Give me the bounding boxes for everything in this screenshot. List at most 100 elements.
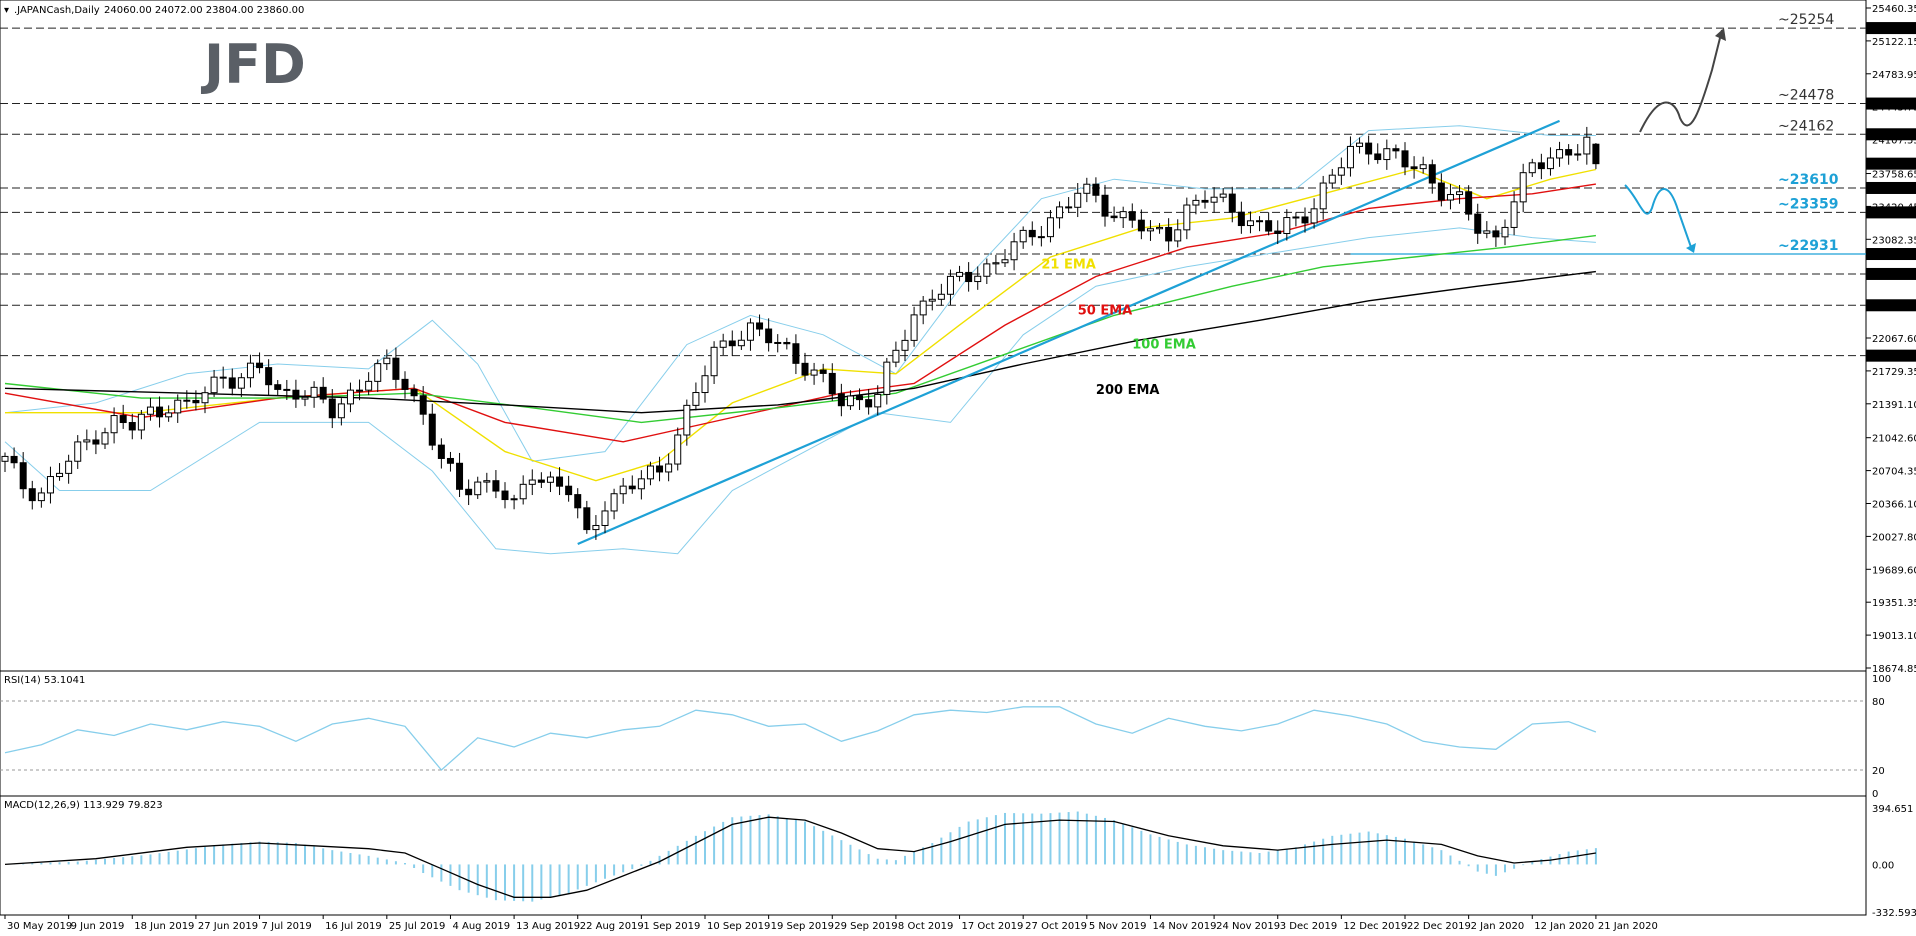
- dropdown-arrow-icon[interactable]: ▾: [4, 5, 9, 16]
- level-label-0: ~25254: [1778, 12, 1834, 28]
- candle-body: [192, 399, 200, 404]
- candle-body: [201, 392, 209, 404]
- candle-body: [1237, 211, 1245, 227]
- candle-body: [1346, 145, 1354, 169]
- candle-body: [1074, 192, 1082, 208]
- candle-body: [119, 415, 127, 424]
- candle-body: [146, 406, 154, 415]
- candle-body: [637, 478, 645, 490]
- candle-body: [319, 386, 327, 400]
- candle-body: [956, 271, 964, 277]
- candle-body: [1274, 230, 1282, 234]
- candle-body: [465, 488, 473, 496]
- price-box-label: 24162.00: [1869, 130, 1916, 141]
- main-y-tick-label: 20704.35: [1872, 467, 1916, 478]
- candle-body: [156, 406, 164, 418]
- candle-body: [1401, 150, 1409, 168]
- candle-body: [1056, 206, 1064, 219]
- main-y-tick-label: 23082.35: [1872, 235, 1916, 246]
- x-tick-label: 27 Oct 2019: [1025, 921, 1087, 932]
- price-box-label: 22404.00: [1869, 301, 1916, 312]
- level-label-4: ~23359: [1778, 196, 1838, 212]
- candle-body: [492, 480, 500, 492]
- price-box: [1866, 22, 1916, 35]
- candle-body: [901, 339, 909, 351]
- candle-body: [592, 524, 600, 531]
- macd-y-tick-label: -332.593: [1872, 908, 1916, 919]
- candle-body: [74, 441, 82, 462]
- candle-body: [374, 363, 382, 382]
- candle-body: [910, 314, 918, 341]
- candle-body: [274, 384, 282, 390]
- up-projection-arrow: [1639, 29, 1723, 133]
- candle-body: [237, 377, 245, 389]
- candle-body: [1592, 143, 1600, 165]
- main-y-tick-label: 19351.35: [1872, 598, 1916, 609]
- x-tick-label: 14 Nov 2019: [1152, 921, 1216, 932]
- x-tick-label: 29 Sep 2019: [834, 921, 897, 932]
- upper-band-line: [4, 125, 1596, 462]
- candle-body: [337, 403, 345, 419]
- lower-band-line: [4, 227, 1596, 555]
- candle-body: [401, 378, 409, 390]
- price-box-label: 21886.00: [1869, 352, 1916, 363]
- candle-body: [37, 492, 45, 502]
- candle-body: [419, 395, 427, 415]
- price-box: [1866, 248, 1916, 261]
- candle-body: [1001, 259, 1009, 264]
- candle-body: [456, 462, 464, 490]
- candle-body: [183, 399, 191, 402]
- candle-body: [737, 339, 745, 347]
- price-box-label: 23359.00: [1869, 208, 1916, 219]
- candle-body: [1246, 220, 1254, 227]
- candle-body: [1446, 194, 1454, 201]
- candle-body: [610, 493, 618, 512]
- candle-body: [346, 389, 354, 405]
- candle-body: [701, 375, 709, 394]
- candle-body: [46, 476, 54, 494]
- candle-body: [1501, 226, 1509, 238]
- candle-body: [228, 377, 236, 389]
- main-panel: [0, 0, 1867, 672]
- candle-body: [1256, 220, 1264, 223]
- rsi-y-tick-label: 20: [1872, 766, 1885, 777]
- candle-body: [1065, 206, 1073, 209]
- x-tick-label: 8 Oct 2019: [898, 921, 953, 932]
- candle-body: [1492, 230, 1500, 238]
- candle-body: [1519, 172, 1527, 203]
- candle-body: [883, 361, 891, 395]
- candle-body: [1192, 199, 1200, 206]
- candle-body: [646, 465, 654, 480]
- level-label-1: ~24478: [1778, 88, 1834, 104]
- price-box-label: 25254.00: [1869, 24, 1916, 35]
- price-box: [1866, 128, 1916, 141]
- candle-body: [719, 340, 727, 348]
- candle-body: [801, 362, 809, 376]
- candle-body: [1156, 226, 1164, 230]
- candle-body: [619, 485, 627, 495]
- candle-body: [746, 322, 754, 341]
- candle-body: [1092, 183, 1100, 196]
- candle-body: [1537, 162, 1545, 170]
- candle-body: [710, 346, 718, 377]
- candle-body: [437, 444, 445, 459]
- candle-body: [828, 372, 836, 395]
- candle-body: [446, 457, 454, 464]
- candle-body: [1010, 241, 1018, 261]
- candle-body: [1437, 182, 1445, 201]
- rsi-line: [4, 706, 1597, 771]
- x-tick-label: 10 Sep 2019: [707, 921, 770, 932]
- candle-body: [756, 322, 764, 330]
- price-box-label: 24478.00: [1869, 100, 1916, 111]
- candle-body: [1201, 199, 1209, 203]
- candle-body: [1310, 208, 1318, 224]
- candle-body: [519, 483, 527, 500]
- price-box-label: 22726.00: [1869, 270, 1916, 281]
- price-box: [1866, 157, 1916, 170]
- ema-label-2: 50 EMA: [1078, 303, 1133, 318]
- candle-body: [1183, 204, 1191, 231]
- candle-body: [483, 480, 491, 483]
- macd-y-tick-label: 0.00: [1872, 860, 1894, 871]
- candle-body: [919, 300, 927, 316]
- candle-body: [1510, 201, 1518, 228]
